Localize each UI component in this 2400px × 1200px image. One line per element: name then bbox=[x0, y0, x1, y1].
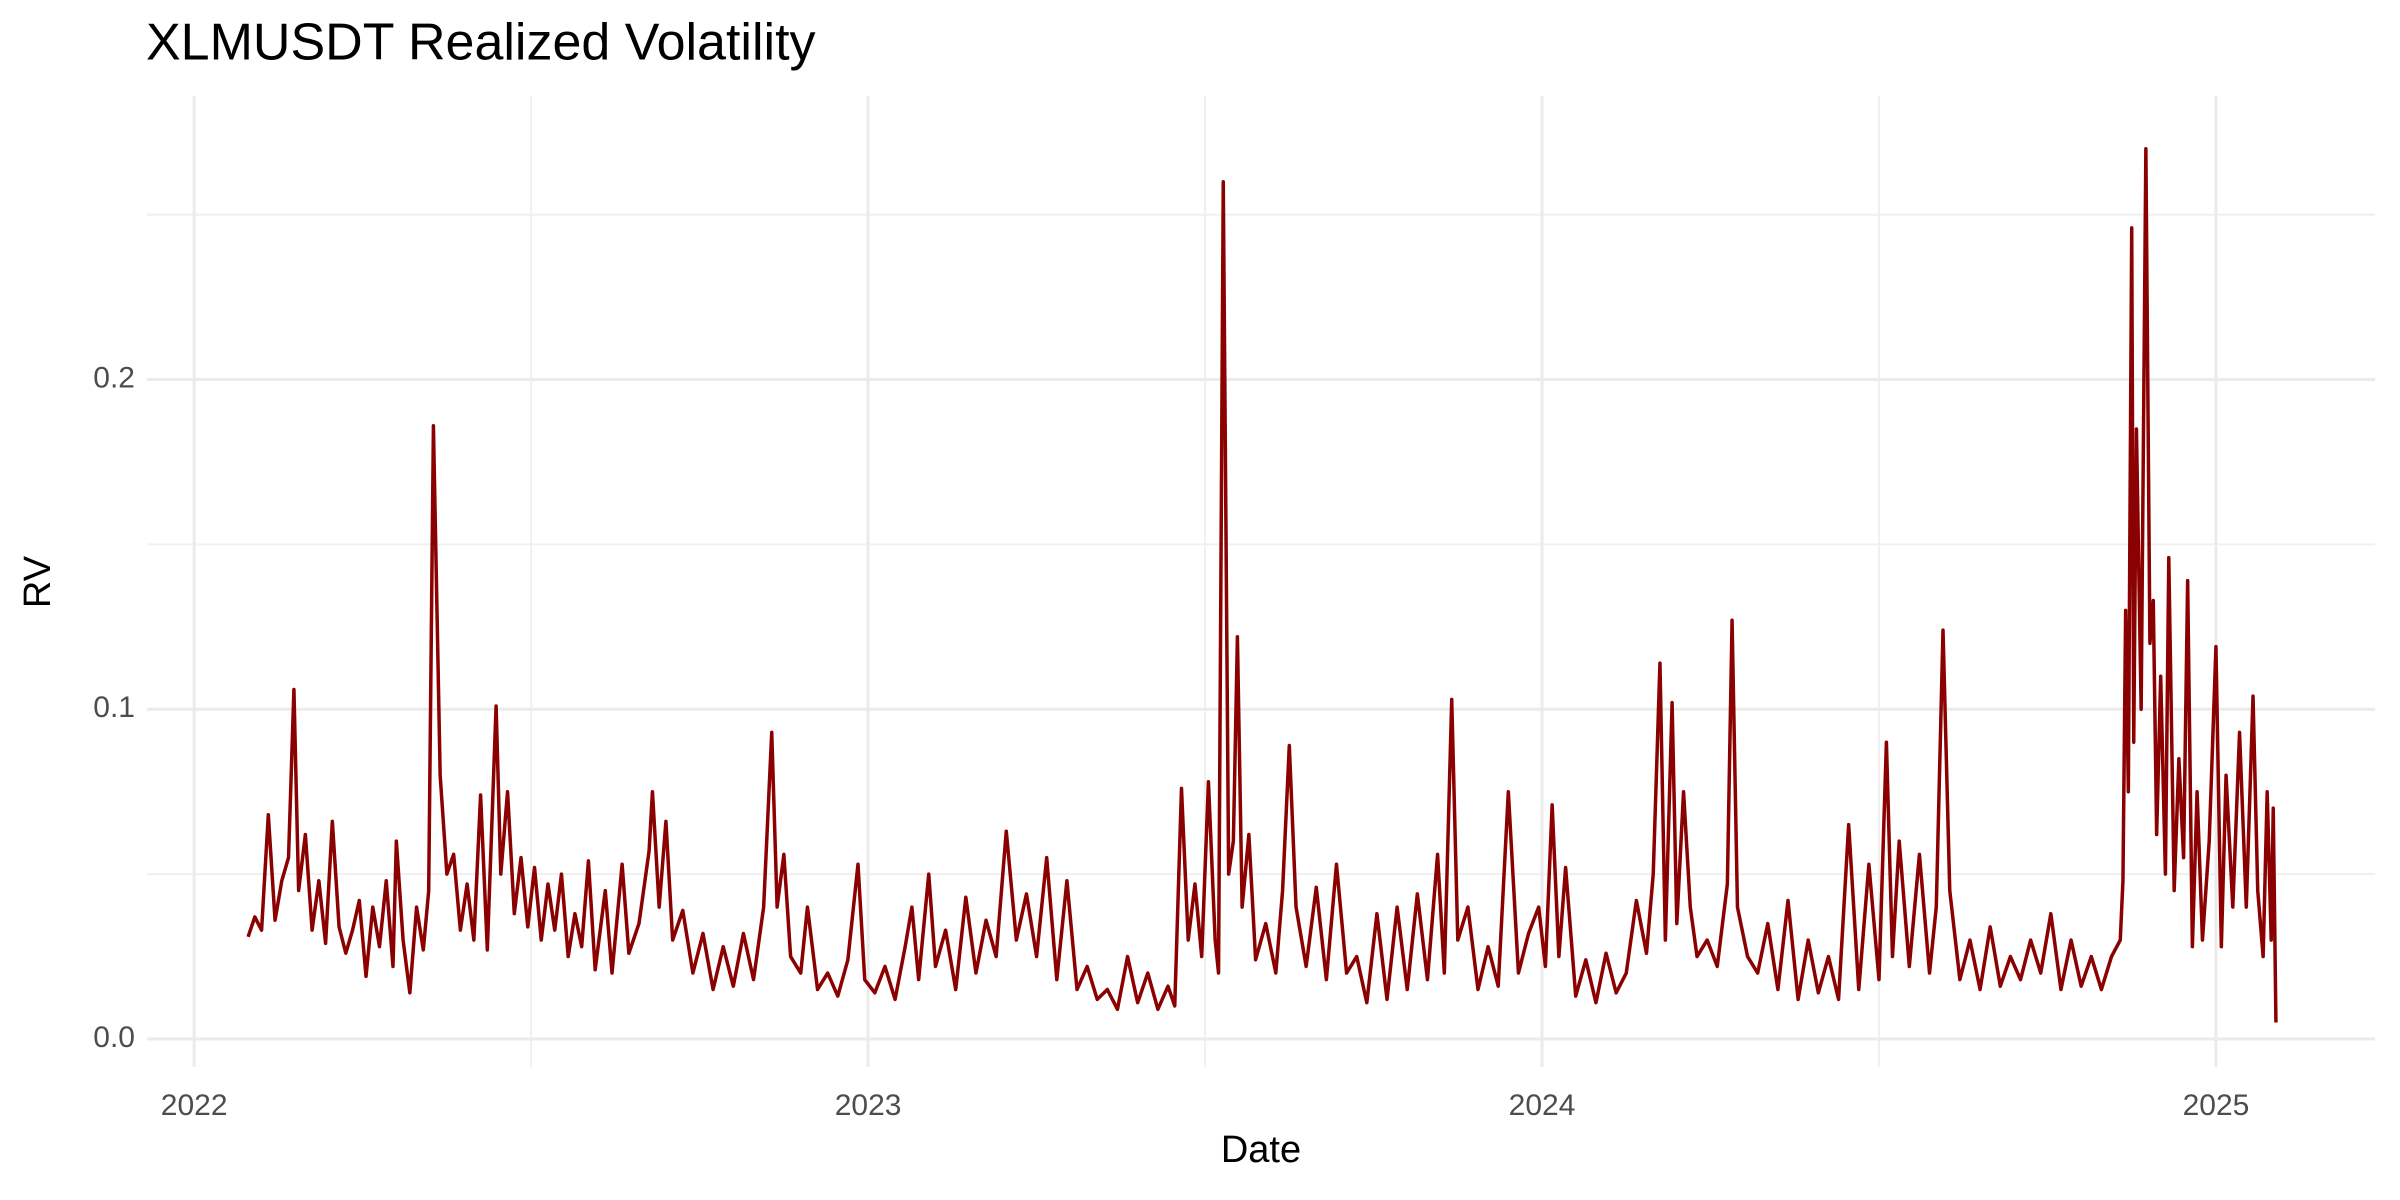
y-tick-label: 0.1 bbox=[93, 691, 135, 724]
y-axis-title: RV bbox=[17, 555, 59, 608]
x-tick-label: 2024 bbox=[1509, 1089, 1576, 1122]
rv-line bbox=[246, 147, 2278, 1023]
chart-title: XLMUSDT Realized Volatility bbox=[146, 14, 816, 72]
x-tick-label: 2023 bbox=[835, 1089, 902, 1122]
y-tick-label: 0.2 bbox=[93, 361, 135, 394]
x-tick-label: 2025 bbox=[2183, 1089, 2250, 1122]
y-tick-label: 0.0 bbox=[93, 1021, 135, 1054]
x-axis-title: Date bbox=[1221, 1129, 1301, 1171]
x-tick-label: 2022 bbox=[161, 1089, 228, 1122]
